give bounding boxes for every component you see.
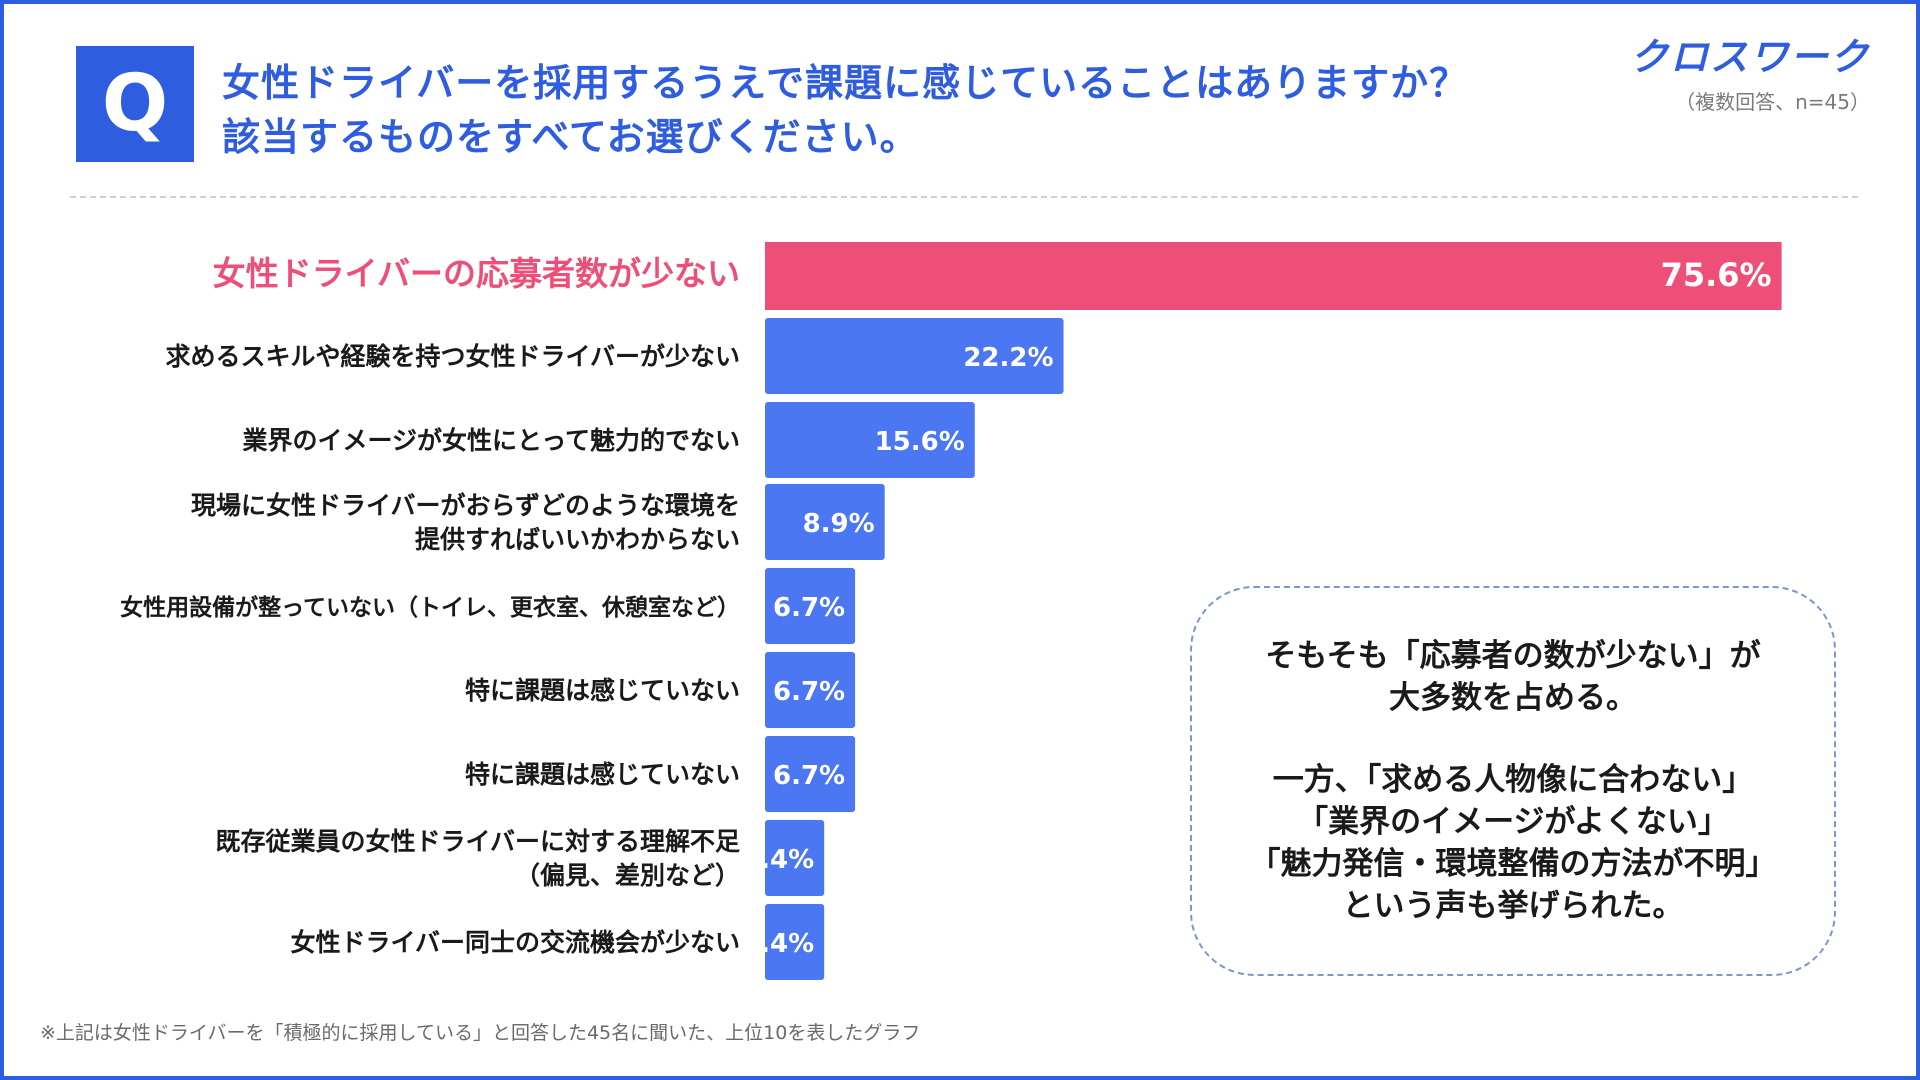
bar-chart: 75.6% 女性ドライバーの応募者数が少ない 22.2% 求めるスキルや経験を持つ女性… bbox=[120, 242, 1782, 980]
question-line-1: 女性ドライバーを採用するうえで課題に感じていることはありますか？ bbox=[222, 61, 1469, 105]
bar-value-label-1: 22.2% bbox=[963, 343, 1053, 373]
category-label-7-line-1: （偏見、差別など） bbox=[515, 861, 740, 890]
category-label-3-line-0: 現場に女性ドライバーがおらずどのような環境を bbox=[191, 491, 740, 520]
bar-value-label-0: 75.6% bbox=[1661, 256, 1772, 294]
bar-value-label-2: 15.6% bbox=[875, 427, 965, 457]
callout-line-6: という声も挙げられた。 bbox=[1342, 888, 1684, 924]
callout-line-4: 「業界のイメージがよくない」 bbox=[1297, 804, 1729, 840]
category-label-6: 特に課題は感じていない bbox=[465, 760, 740, 789]
bar-value-label-7: 4.4% bbox=[742, 845, 814, 875]
sample-note: （複数回答、n=45） bbox=[1675, 90, 1870, 114]
category-label-8: 女性ドライバー同士の交流機会が少ない bbox=[290, 928, 740, 957]
bar-value-label-8: 4.4% bbox=[742, 929, 814, 959]
callout-line-2: 大多数を占める。 bbox=[1389, 680, 1637, 716]
bar-6 bbox=[765, 736, 856, 812]
bar-4 bbox=[765, 568, 856, 644]
bar-8 bbox=[765, 904, 825, 980]
bar-2 bbox=[765, 402, 975, 478]
category-label-2: 業界のイメージが女性にとって魅力的でない bbox=[242, 426, 740, 455]
callout-line-3: 一方、「求める人物像に合わない」 bbox=[1272, 762, 1754, 798]
question-text: 女性ドライバーを採用するうえで課題に感じていることはありますか？ 該当するものを… bbox=[222, 56, 1468, 164]
brand-logo: クロスワーク bbox=[1629, 35, 1870, 79]
category-label-3-line-1: 提供すればいいかわからない bbox=[415, 525, 740, 554]
bar-5 bbox=[765, 652, 856, 728]
bar-7 bbox=[765, 820, 825, 896]
header-divider bbox=[70, 196, 1858, 198]
category-label-7-line-0: 既存従業員の女性ドライバーに対する理解不足 bbox=[215, 827, 740, 856]
category-label-0: 女性ドライバーの応募者数が少ない bbox=[213, 254, 740, 293]
bar-1 bbox=[765, 318, 1064, 394]
bar-value-label-3: 8.9% bbox=[803, 509, 875, 539]
question-line-2: 該当するものをすべてお選びください。 bbox=[222, 115, 919, 159]
callout-line-1: そもそも「応募者の数が少ない」が bbox=[1265, 638, 1761, 674]
bar-0 bbox=[765, 242, 1782, 310]
category-label-4: 女性用設備が整っていない（トイレ、更衣室、休憩室など） bbox=[120, 594, 740, 621]
question-badge: Q bbox=[76, 46, 194, 162]
category-label-5: 特に課題は感じていない bbox=[465, 676, 740, 705]
bar-value-label-4: 6.7% bbox=[773, 593, 845, 623]
bar-3 bbox=[765, 484, 885, 560]
bar-value-label-6: 6.7% bbox=[773, 761, 845, 791]
footnote: ※上記は女性ドライバーを「積極的に採用している」と回答した45名に聞いた、上位1… bbox=[40, 1022, 921, 1044]
summary-callout: そもそも「応募者の数が少ない」が 大多数を占める。 一方、「求める人物像に合わな… bbox=[1190, 586, 1836, 976]
category-label-1: 求めるスキルや経験を持つ女性ドライバーが少ない bbox=[165, 342, 740, 371]
callout-line-5: 「魅力発信・環境整備の方法が不明」 bbox=[1249, 846, 1777, 882]
bar-value-label-5: 6.7% bbox=[773, 677, 845, 707]
